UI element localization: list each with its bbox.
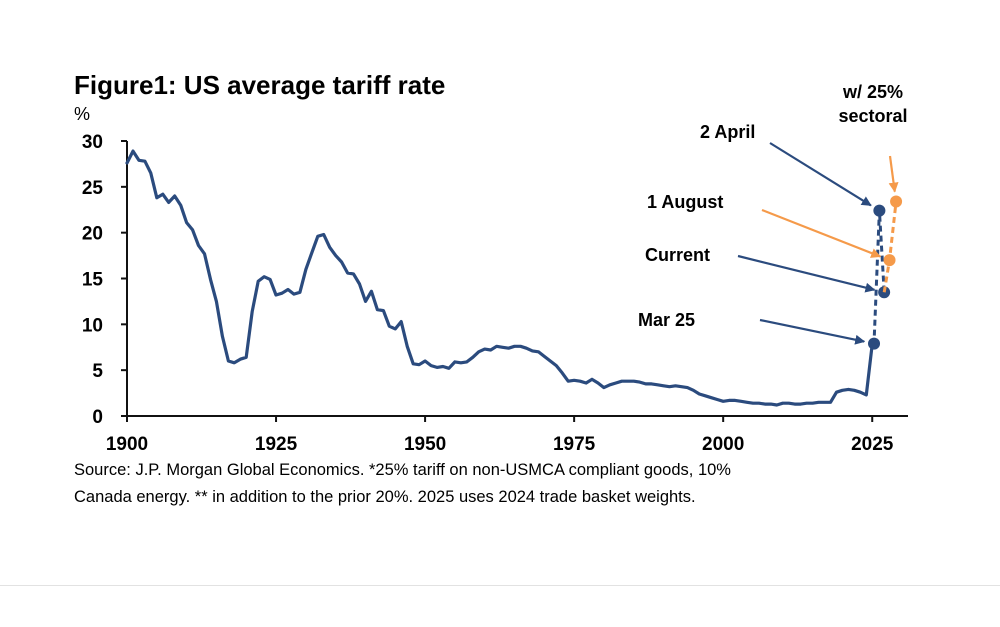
annotation-layer: Mar 25 2 April Current 1 August w/ 25% sector… xyxy=(638,82,908,345)
annotation-arrow-current xyxy=(737,254,876,293)
y-tick-label: 30 xyxy=(82,132,103,153)
x-tick-label: 2025 xyxy=(851,434,894,455)
annotation-label-april2: 2 April xyxy=(700,122,755,142)
projection-point xyxy=(883,254,896,267)
x-tick-label: 1925 xyxy=(255,434,298,455)
y-tick-label: 5 xyxy=(92,361,103,382)
projection-layer xyxy=(868,195,903,350)
annotation-arrow-mar25 xyxy=(759,318,866,345)
annotation-arrow-sectoral xyxy=(888,155,899,193)
x-tick-label: 1975 xyxy=(553,434,596,455)
y-tick-label: 0 xyxy=(92,407,103,428)
annotation-arrow-april2 xyxy=(769,142,872,207)
y-tick-label: 10 xyxy=(82,315,103,336)
y-axis-unit: % xyxy=(74,104,90,124)
series-layer xyxy=(125,149,874,407)
projection-line-sectoral xyxy=(882,201,898,293)
projection-line-base xyxy=(871,210,886,346)
source-note-line-2: Canada energy. ** in addition to the pri… xyxy=(74,488,696,506)
axis-lines xyxy=(126,141,908,417)
series-line-tariff-rate xyxy=(125,149,874,407)
annotation-label-mar25: Mar 25 xyxy=(638,310,695,330)
source-note-line-1: Source: J.P. Morgan Global Economics. *2… xyxy=(74,461,731,479)
y-tick-label: 25 xyxy=(82,178,104,199)
x-axis: 1900 1925 1950 1975 2000 2025 xyxy=(106,416,894,455)
projection-point xyxy=(868,337,881,350)
annotation-label-sectoral-line2: sectoral xyxy=(838,106,907,126)
y-axis: 0 5 10 15 20 25 30 xyxy=(82,132,127,428)
y-tick-label: 20 xyxy=(82,224,103,245)
annotation-label-sectoral: w/ 25% xyxy=(842,82,903,102)
chart-title: Figure1: US average tariff rate xyxy=(74,70,445,100)
x-tick-label: 1900 xyxy=(106,434,148,455)
projection-point xyxy=(873,204,886,217)
projection-point xyxy=(890,195,903,208)
y-tick-label: 15 xyxy=(82,270,104,291)
x-tick-label: 2000 xyxy=(702,434,744,455)
x-tick-label: 1950 xyxy=(404,434,446,455)
footer-divider xyxy=(0,585,1000,586)
annotation-label-august1: 1 August xyxy=(647,192,723,212)
annotation-arrow-august1 xyxy=(761,208,882,258)
annotation-label-current: Current xyxy=(645,245,710,265)
